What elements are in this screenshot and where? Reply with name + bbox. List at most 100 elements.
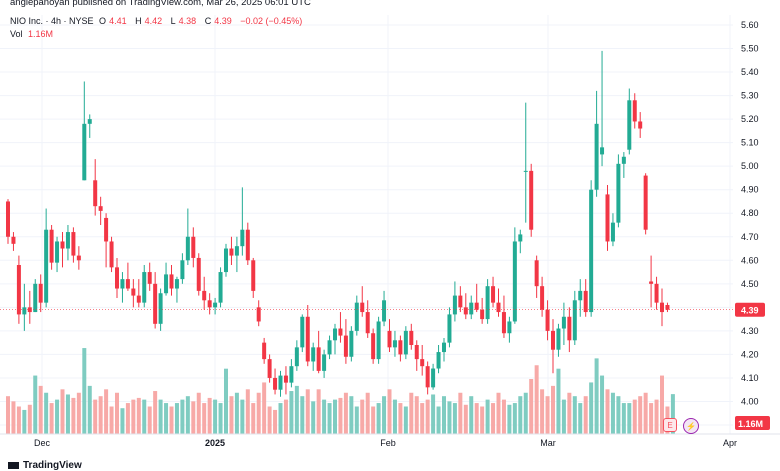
candle-body	[278, 375, 283, 390]
y-tick-label: 4.50	[741, 279, 759, 289]
candle-body	[93, 180, 98, 207]
candle-body	[174, 279, 179, 289]
time-axis[interactable]: Dec 2025 Feb Mar Apr	[0, 433, 780, 448]
candle-body	[496, 302, 501, 313]
candle-body	[207, 300, 212, 308]
close-value: 4.39	[214, 16, 232, 26]
volume-bar	[153, 391, 158, 434]
candle	[665, 302, 670, 313]
volume-bar	[240, 399, 245, 434]
candle	[660, 288, 664, 327]
last-volume-tag	[735, 416, 770, 430]
y-tick-label: 5.60	[741, 20, 759, 30]
candle-body	[131, 288, 136, 296]
candle-body	[311, 347, 316, 362]
candle-body	[316, 347, 321, 371]
candle	[283, 366, 288, 395]
candle	[174, 276, 179, 303]
candle-body	[414, 345, 419, 360]
candle	[376, 316, 381, 364]
volume-bar	[387, 389, 392, 434]
candle-body	[283, 375, 288, 383]
volume-bar	[289, 391, 294, 434]
volume-bar	[27, 404, 32, 434]
dividend-event-icon[interactable]: ⚡	[683, 418, 699, 434]
candle	[638, 112, 643, 138]
earnings-event-icon[interactable]: E	[663, 418, 677, 432]
volume-bar	[202, 403, 207, 434]
candle	[567, 307, 572, 353]
volume-bar	[273, 409, 278, 434]
volume-bar	[120, 408, 125, 434]
last-price-tag	[735, 302, 765, 317]
symbol-title[interactable]: NIO Inc. · 4h · NYSE	[10, 16, 94, 26]
candle	[120, 272, 125, 303]
volume-bar	[463, 404, 468, 434]
candle-body	[115, 267, 119, 289]
candle	[420, 345, 425, 376]
volume-bar	[632, 399, 637, 434]
candle	[164, 262, 169, 296]
volume-bar	[431, 394, 436, 434]
candle	[262, 337, 267, 364]
candle-body	[392, 340, 397, 348]
candle	[98, 196, 103, 225]
candle	[491, 276, 496, 308]
candle	[414, 340, 419, 371]
volume-bar	[174, 403, 179, 434]
candle-body	[87, 119, 92, 124]
candle	[38, 274, 43, 313]
candle-body	[256, 307, 261, 322]
candle-body	[605, 194, 610, 242]
tradingview-logo[interactable]: TradingView	[8, 460, 82, 471]
volume-bar	[115, 392, 119, 434]
volume-bar	[229, 396, 234, 434]
volume-bar	[267, 406, 272, 434]
candle	[496, 288, 501, 317]
candle	[333, 323, 337, 355]
y-tick-label: 5.40	[741, 67, 759, 77]
y-tick-label: 4.70	[741, 232, 759, 242]
volume-bar	[551, 385, 555, 434]
candle-body	[11, 236, 16, 244]
last-price-label: 4.39	[741, 306, 759, 316]
candle	[518, 229, 523, 254]
volume-bar	[507, 404, 512, 434]
price-axis[interactable]: 5.60 5.50 5.40 5.30 5.20 5.10 5.00 4.90 4.80 4.70…	[735, 20, 770, 430]
volume-bar	[545, 396, 550, 434]
candle-body	[551, 330, 555, 350]
candle-body	[98, 206, 103, 211]
volume-bar	[338, 397, 343, 434]
candle-body	[376, 321, 381, 360]
candle	[305, 305, 310, 367]
volume-bar	[501, 399, 506, 434]
candle-body	[120, 279, 125, 289]
candle	[643, 173, 648, 235]
candle	[251, 257, 256, 298]
candle	[169, 265, 174, 296]
volume-label[interactable]: Vol	[10, 29, 23, 39]
candle	[431, 363, 436, 390]
candle-body	[365, 312, 370, 334]
volume-bar	[262, 382, 267, 434]
x-tick-label: Feb	[380, 438, 396, 448]
candle-body	[583, 290, 588, 313]
candle	[49, 225, 54, 270]
volume-bar	[540, 389, 545, 434]
volume-bar	[49, 403, 54, 434]
volume-bar	[22, 409, 27, 434]
candle-body	[420, 359, 425, 367]
chart-header: anglepanoyan published on TradingView.co…	[0, 0, 780, 42]
candle-body	[185, 236, 190, 261]
candle	[196, 253, 201, 296]
volume-bar	[376, 403, 381, 434]
candle	[278, 370, 283, 397]
candle	[185, 208, 190, 265]
y-tick-label: 4.60	[741, 255, 759, 265]
candle-body	[523, 170, 528, 172]
volume-bar	[44, 392, 49, 434]
candle	[153, 272, 158, 329]
candle-body	[322, 354, 327, 371]
candle	[327, 335, 332, 360]
